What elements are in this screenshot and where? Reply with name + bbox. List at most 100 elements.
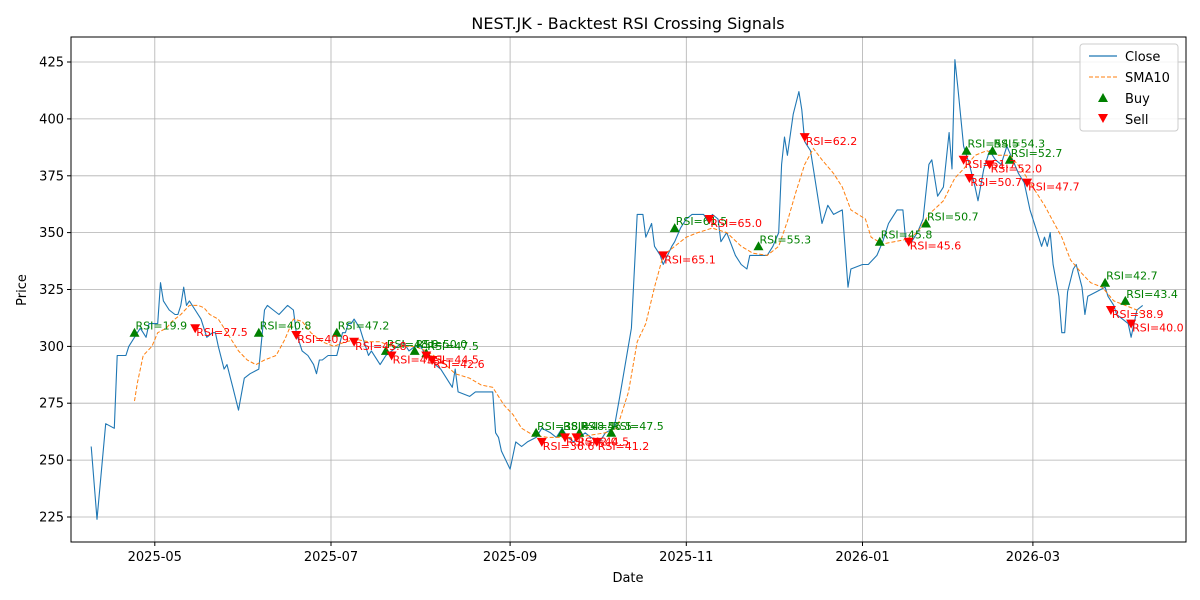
sell-marker: [190, 324, 201, 334]
buy-annotation: RSI=52.7: [1011, 147, 1063, 160]
buy-marker: [669, 223, 680, 233]
legend-buy-label: Buy: [1125, 92, 1150, 107]
y-tick-label: 225: [39, 511, 64, 526]
sell-annotation: RSI=52.0: [991, 162, 1043, 175]
buy-marker: [961, 145, 972, 155]
x-tick-label: 2025-07: [304, 550, 358, 565]
sell-marker: [1022, 178, 1033, 188]
buy-annotation: RSI=40.8: [260, 320, 312, 333]
buy-annotation: RSI=61.5: [676, 215, 728, 228]
legend-close-label: Close: [1125, 50, 1160, 65]
sell-marker: [984, 160, 995, 170]
buy-annotation: RSI=48.8: [387, 338, 439, 351]
x-tick-label: 2026-01: [835, 550, 889, 565]
sell-marker: [591, 437, 602, 447]
y-tick-label: 300: [39, 340, 64, 355]
buy-marker: [753, 241, 764, 251]
sell-annotation: RSI=47.7: [1028, 181, 1080, 194]
sell-marker: [571, 433, 582, 443]
legend-frame: [1079, 43, 1179, 132]
buy-marker: [606, 427, 617, 437]
buy-marker: [1100, 277, 1111, 287]
sell-annotation: RSI=45.6: [910, 240, 962, 253]
buy-annotation: RSI=55.3: [760, 233, 812, 246]
x-tick-label: 2025-11: [659, 550, 713, 565]
sell-annotation: RSI=62.2: [806, 135, 858, 148]
buy-marker: [1004, 154, 1015, 164]
sell-annotation: RSI=65.1: [664, 253, 716, 266]
sell-annotation: RSI=38.9: [1112, 308, 1164, 321]
y-tick-label: 400: [39, 112, 64, 127]
y-axis: 225 250 275 300 325 350 375 400 425: [39, 56, 71, 526]
sell-marker: [903, 237, 914, 247]
buy-annotation: RSI=50.7: [927, 211, 979, 224]
sell-marker: [536, 437, 547, 447]
buy-marker: [921, 218, 931, 228]
sell-marker: [560, 433, 570, 443]
sell-annotation: RSI=27.5: [196, 326, 248, 339]
sell-annotation: RSI=40.0: [1132, 322, 1184, 335]
buy-annotation: RSI=38.8: [537, 420, 589, 433]
sell-marker: [349, 337, 360, 347]
buy-marker: [129, 327, 140, 337]
sell-annotation: RSI=42.0: [566, 435, 618, 448]
legend: Close SMA10 Buy Sell: [1079, 43, 1179, 132]
buy-annotation: RSI=47.5: [427, 340, 479, 353]
sell-annotation: RSI=44.5: [427, 354, 479, 367]
sell-annotation: RSI=41.2: [598, 440, 650, 453]
x-axis: 2025-05 2025-07 2025-09 2025-11 2026-01 2026-…: [128, 542, 1060, 565]
legend-sell-label: Sell: [1125, 113, 1148, 128]
buy-annotation: RSI=19.9: [136, 320, 188, 333]
sell-marker: [958, 155, 969, 165]
buy-marker: [409, 345, 420, 355]
buy-annotation: RSI=54.5: [968, 138, 1020, 151]
legend-sma-label: SMA10: [1125, 71, 1170, 86]
sell-marker: [1105, 306, 1116, 315]
plot-area: RSI=19.9 RSI=40.8 RSI=47.2 RSI=48.8RSI=50.0…: [90, 59, 1184, 520]
sell-annotation: RSI=45.8: [355, 340, 407, 353]
sell-annotation: RSI=44.5: [578, 435, 630, 448]
y-tick-label: 250: [39, 454, 64, 469]
x-tick-label: 2025-05: [128, 550, 182, 565]
buy-annotation: RSI=47.2: [338, 320, 390, 333]
legend-sell-marker: [1098, 114, 1108, 123]
buy-annotation: RSI=48.5: [563, 420, 615, 433]
sell-marker: [1126, 319, 1137, 329]
sell-marker: [799, 133, 810, 143]
buy-annotation: RSI=43.4: [1126, 288, 1178, 301]
buy-marker: [253, 327, 264, 337]
chart-title: NEST.JK - Backtest RSI Crossing Signals: [471, 14, 784, 33]
sell-annotation: RSI=65.0: [710, 217, 762, 230]
close-price-line: [90, 59, 1144, 520]
sell-marker: [386, 351, 397, 361]
buy-marker: [874, 236, 885, 246]
buy-marker: [987, 145, 998, 155]
sell-marker: [427, 356, 438, 365]
sell-marker: [658, 251, 669, 261]
buy-marker: [331, 327, 342, 337]
sell-marker: [291, 331, 302, 340]
y-tick-label: 375: [39, 169, 64, 184]
grid: [71, 37, 1186, 542]
sell-annotation: RSI=40.9: [297, 333, 349, 346]
sell-annotation: RSI=50.7: [970, 176, 1022, 189]
sell-marker: [964, 174, 975, 183]
buy-annotation: RSI=47.5: [612, 420, 664, 433]
buy-marker: [1120, 295, 1131, 305]
buy-annotation: RSI=46.5: [580, 420, 632, 433]
buy-marker: [531, 427, 542, 437]
sell-marker: [421, 351, 432, 361]
sell-marker: [704, 215, 715, 224]
y-tick-label: 425: [39, 56, 64, 71]
buy-annotation: RSI=45.8: [881, 229, 933, 242]
x-tick-label: 2026-03: [1006, 550, 1060, 565]
y-tick-label: 275: [39, 397, 64, 412]
y-tick-label: 350: [39, 226, 64, 241]
sell-annotation: RSI=36.6: [543, 440, 595, 453]
y-tick-label: 325: [39, 283, 64, 298]
buy-annotation: RSI=54.3: [994, 138, 1046, 151]
y-axis-label: Price: [15, 274, 30, 306]
legend-buy-marker: [1098, 93, 1108, 102]
